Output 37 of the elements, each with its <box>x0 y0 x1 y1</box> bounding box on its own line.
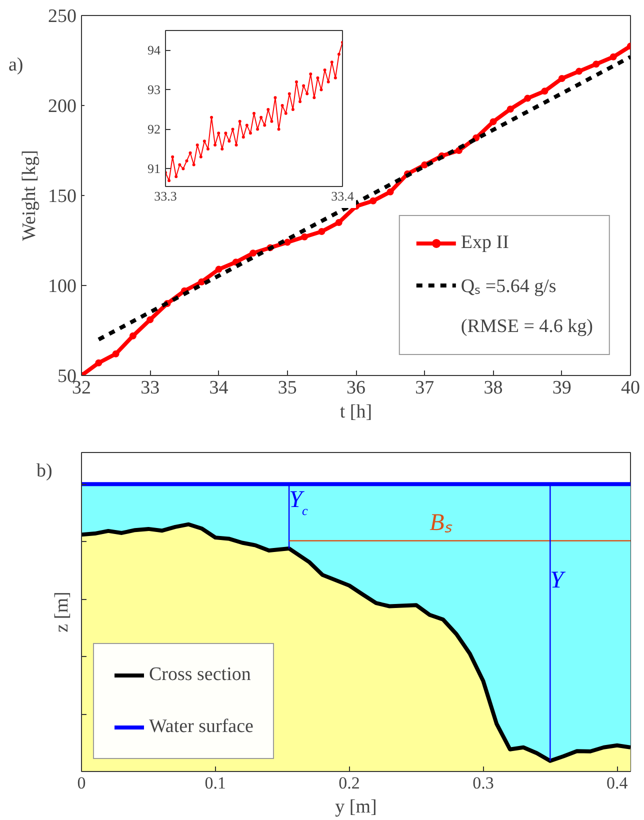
annotation: Bₛ <box>430 510 452 536</box>
y-tick-label: 92 <box>148 122 160 137</box>
x-tick-label: 33.4 <box>331 188 354 204</box>
x-tick-label: 0.2 <box>338 774 360 792</box>
y-tick-label: 150 <box>48 186 76 207</box>
x-axis-title: y [m] <box>335 796 377 818</box>
y-axis-title: z [m] <box>52 592 72 632</box>
annotation: (RMSE = 4.6 kg) <box>460 316 593 338</box>
x-tick-label: 35 <box>278 378 297 398</box>
y-tick-label: 91 <box>148 161 160 176</box>
y-tick-label: 100 <box>48 276 76 297</box>
x-tick-label: 33 <box>140 378 160 398</box>
y-tick-label: 250 <box>48 6 76 27</box>
x-tick-label: 0.1 <box>204 774 226 792</box>
x-tick-label: 39 <box>552 378 572 398</box>
x-tick-label: 0.4 <box>606 774 628 792</box>
text: a) <box>8 54 24 76</box>
x-axis-title: t [h] <box>340 402 372 422</box>
x-tick-label: 0 <box>77 774 86 792</box>
y-tick-label: 93 <box>148 82 160 98</box>
y-tick-label: 50 <box>58 366 76 387</box>
y-tick-label: 94 <box>148 42 161 58</box>
legend-label: Water surface <box>149 716 254 738</box>
legend-label: Qₛ =5.64 g/s <box>460 275 556 298</box>
x-tick-label: 0.3 <box>472 774 494 792</box>
legend-label: Cross section <box>149 664 251 686</box>
y-tick-label: 200 <box>48 96 76 117</box>
y-axis-title: Weight [kg] <box>19 150 40 241</box>
x-tick-label: 37 <box>415 378 434 398</box>
x-tick-label: 40 <box>621 378 640 398</box>
x-tick-label: 34 <box>209 378 229 398</box>
x-tick-label: 33.3 <box>154 188 177 204</box>
x-tick-label: 38 <box>484 378 503 398</box>
legend-label: Exp II <box>460 232 509 254</box>
annotation: Y <box>550 567 566 594</box>
text: b) <box>36 460 52 482</box>
x-tick-label: 36 <box>346 378 366 398</box>
